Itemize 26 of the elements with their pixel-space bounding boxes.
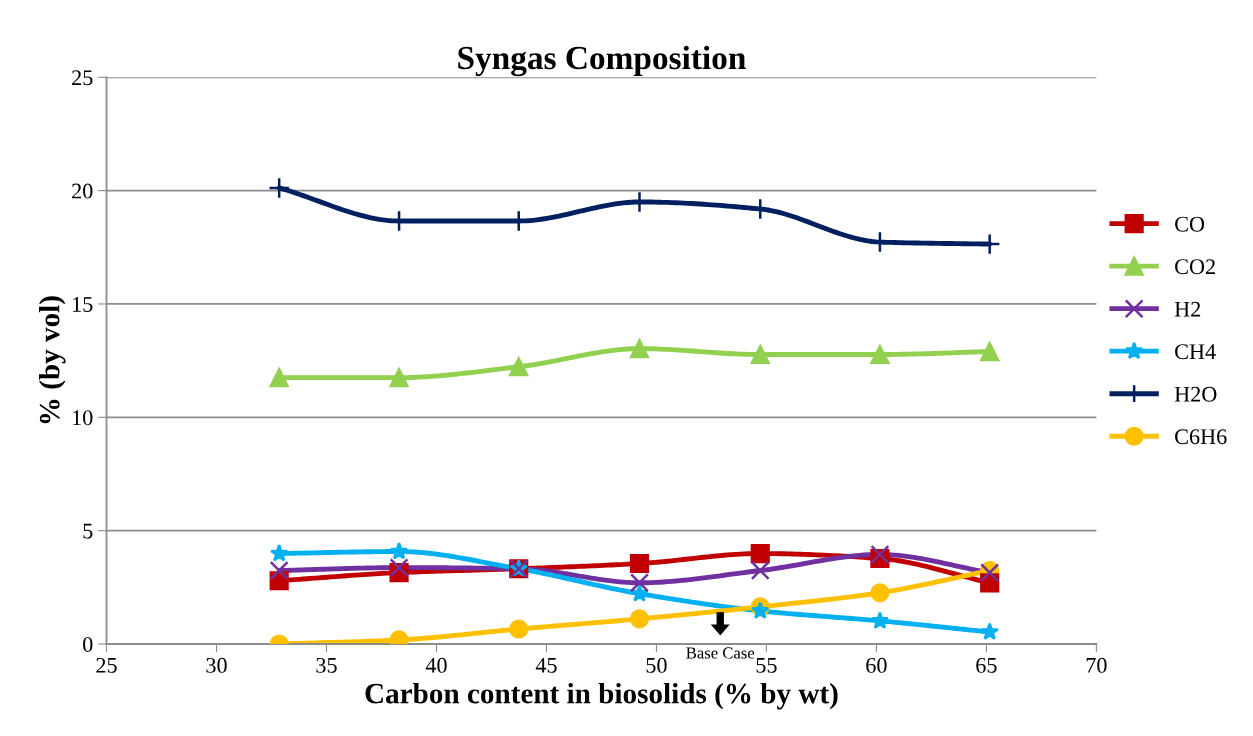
text: Base Case	[686, 647, 755, 659]
x-tick-label: 50	[646, 657, 667, 673]
legend-label: H2O	[1174, 386, 1217, 402]
x-tick-label: 30	[206, 657, 227, 673]
x-tick-label: 65	[976, 657, 997, 673]
legend-label: CH4	[1175, 344, 1216, 360]
x-tick-label: 45	[535, 657, 557, 673]
y-tick-label: 15	[73, 297, 93, 312]
x-tick-label: 55	[756, 658, 777, 673]
x-tick-label: 35	[316, 657, 337, 673]
legend-label: CO	[1175, 216, 1205, 232]
y-tick-label: 20	[72, 183, 93, 199]
x-tick-label: 40	[425, 657, 447, 673]
y-tick-label: 25	[72, 70, 93, 86]
legend-label: C6H6	[1175, 429, 1227, 445]
legend-label: CO2	[1175, 259, 1215, 275]
x-tick-label: 60	[866, 657, 887, 673]
y-tick-label: 10	[73, 410, 93, 426]
legend-label: H2	[1174, 301, 1201, 317]
x-tick-label: 25	[96, 657, 117, 673]
chart-title: Syngas Composition	[458, 45, 746, 77]
y-tick-label: 0	[83, 636, 93, 652]
x-axis-title: Carbon content in biosolids (% by wt)	[365, 682, 838, 710]
y-tick-label: 5	[83, 523, 93, 539]
x-tick-label: 70	[1086, 657, 1107, 673]
y-axis-title: % (by vol)	[39, 296, 66, 424]
